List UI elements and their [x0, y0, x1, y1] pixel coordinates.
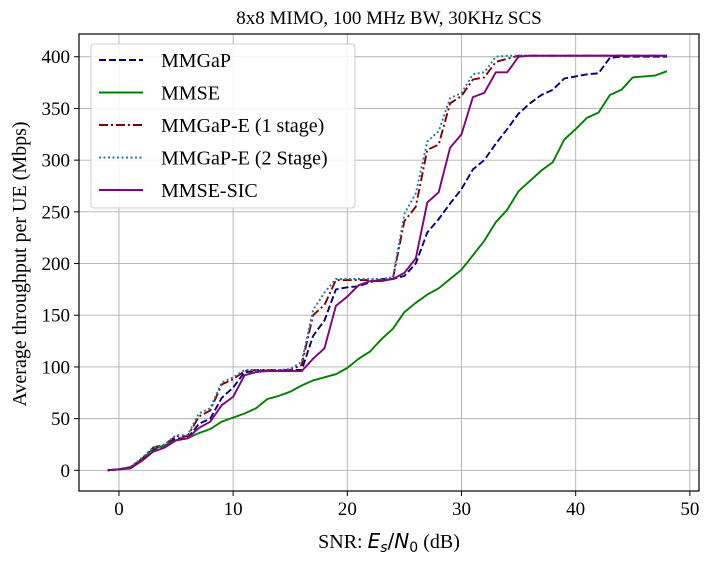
x-axis-label: SNR: Es/N0 (dB) [318, 529, 460, 556]
legend: MMGaP MMSE MMGaP-E (1 stage) MMGaP-E (2 Sta… [90, 43, 356, 209]
legend-label: MMGaP [161, 50, 231, 72]
ticks: 0 10 20 30 40 50 0 50 100 150 200 250 300 350 400 [42, 47, 700, 520]
y-tick-label: 100 [42, 357, 71, 378]
x-tick-label: 10 [224, 499, 243, 520]
series-line-mmgap-e-1-stage [107, 54, 667, 472]
x-tick-label: 50 [680, 499, 699, 520]
x-tick-label: 30 [452, 499, 471, 520]
series-line-mmse-sic [107, 54, 667, 472]
legend-label: MMGaP-E (1 stage) [161, 115, 324, 137]
x-tick-label: 0 [114, 499, 124, 520]
legend-box [90, 43, 356, 209]
y-tick-label: 0 [61, 461, 71, 482]
y-tick-label: 400 [42, 47, 71, 68]
x-tick-label: 40 [566, 499, 585, 520]
chart-title: 8x8 MIMO, 100 MHz BW, 30KHz SCS [236, 8, 541, 29]
y-tick-label: 200 [42, 254, 71, 275]
grid [79, 34, 699, 491]
y-tick-label: 50 [51, 409, 70, 430]
legend-label: MMSE [161, 83, 220, 105]
x-tick-label: 20 [338, 499, 357, 520]
series-line-mmgap [107, 55, 667, 472]
legend-label: MMSE-SIC [161, 180, 258, 202]
series-line-mmse [107, 70, 668, 472]
y-tick-label: 350 [42, 99, 71, 120]
y-tick-label: 150 [42, 306, 71, 327]
axes-frame [78, 33, 700, 492]
y-axis-label: Average throughput per UE (Mbps) [9, 121, 31, 406]
y-tick-label: 250 [42, 202, 71, 223]
y-tick-label: 300 [42, 151, 71, 172]
series-group [107, 54, 668, 472]
legend-label: MMGaP-E (2 Stage) [161, 148, 328, 170]
